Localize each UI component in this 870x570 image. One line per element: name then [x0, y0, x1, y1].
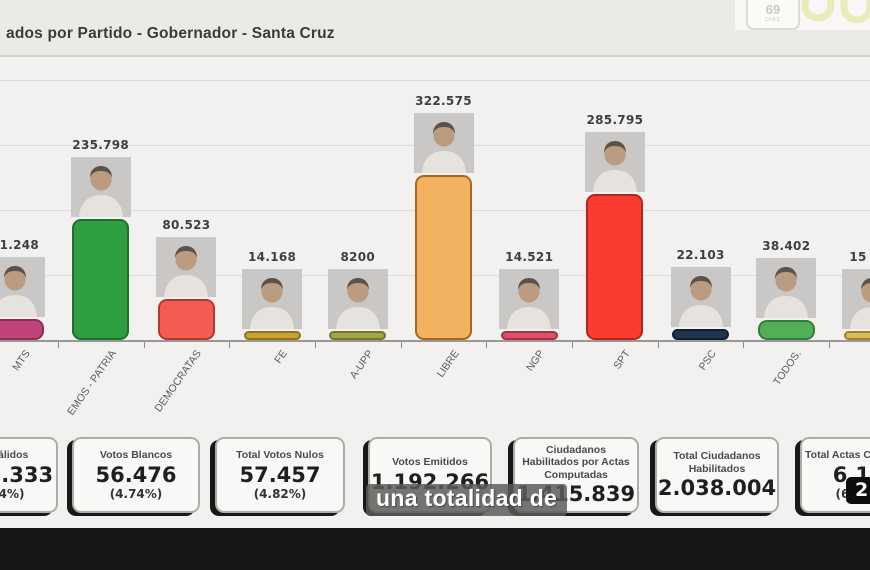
axis-label-emos-patria: EMOS - PATRIA — [64, 348, 119, 418]
x-axis-tick — [229, 342, 231, 348]
bar-b — [843, 331, 870, 340]
page-title: ados por Partido - Gobernador - Santa Cr… — [6, 25, 335, 42]
x-axis-tick — [486, 342, 488, 348]
axis-label-mts: MTS — [10, 348, 33, 374]
summary-box-title: Total Ciudadanos Habilitados — [673, 449, 761, 475]
letterbox-band — [0, 528, 870, 570]
candidate-photo — [499, 269, 560, 329]
bar-psc — [672, 328, 730, 340]
x-axis-tick — [743, 342, 745, 348]
bar-mts — [0, 318, 44, 340]
x-axis-tick — [657, 342, 659, 348]
bar-value-label: 22.103 — [676, 247, 725, 262]
summary-box: Votos Blancos 56.476 (4.74%) — [72, 437, 200, 513]
summary-box-title: Total Votos Nulos — [236, 449, 324, 462]
axis-label-fe: FE — [272, 348, 290, 366]
subtitle-caption: una totalidad de — [366, 484, 568, 516]
days-label: DIAS — [765, 17, 781, 23]
title-bar: ados por Partido - Gobernador - Santa Cr… — [0, 0, 870, 57]
bar-value-label: 41.248 — [0, 237, 40, 252]
bar-libre — [415, 174, 472, 340]
bar-value-label: 38.402 — [762, 239, 811, 254]
bar-value-label: 14.168 — [248, 250, 297, 264]
axis-label-todos: TODOS. — [771, 348, 805, 388]
axis-label-spt: SPT — [611, 348, 633, 372]
summary-box: Total Ciudadanos Habilitados 2.038.004 — [655, 437, 779, 513]
candidate-photo — [756, 258, 817, 319]
x-axis-line — [0, 340, 870, 342]
bar-value-label: 14.521 — [505, 250, 554, 264]
bar-value-label: 285.795 — [586, 112, 644, 127]
summary-box-percent: (4.82%) — [253, 486, 307, 501]
bar-value-label: 15 — [849, 250, 867, 264]
bar-ngp — [500, 331, 558, 340]
summary-box-value: 57.457 — [239, 462, 321, 487]
subtitle-caption-fragment: 21 — [846, 477, 870, 504]
summary-box-title: Ciudadanos Habilitados por Actas Computa… — [522, 443, 630, 481]
bar-value-label: 322.575 — [415, 93, 472, 108]
summary-box-value: 2.038.004 — [657, 476, 777, 501]
summary-box-title: Votos Emitidos — [392, 456, 468, 469]
axis-label-democratas: DEMOCRATAS — [152, 348, 205, 415]
candidate-photo — [70, 157, 131, 218]
summary-box-percent: (4.74%) — [109, 486, 163, 501]
summary-box-title: Votos Blancos — [99, 449, 173, 462]
bar-fe — [243, 331, 301, 340]
axis-label-psc: PSC — [696, 348, 719, 373]
summary-box: Total Votos Nulos 57.457 (4.82%) — [215, 437, 345, 513]
candidate-photo — [156, 236, 217, 297]
candidate-photo — [327, 269, 388, 329]
bar-democratas — [157, 298, 215, 340]
candidate-photo — [584, 131, 645, 192]
summary-box-percent: (90.44%) — [0, 486, 25, 501]
summary-box-value: 1.078.333 — [0, 462, 54, 487]
axis-label-libre: LIBRE — [434, 348, 462, 380]
candidate-photo — [0, 256, 45, 317]
x-axis-tick — [829, 342, 831, 348]
bar-emos-patria — [72, 219, 130, 340]
days-number: 69 — [765, 2, 781, 17]
x-axis-tick — [400, 342, 402, 348]
axis-label-b: B — [817, 348, 870, 445]
candidate-photo — [842, 269, 870, 329]
x-axis-tick — [143, 342, 145, 348]
candidate-photo — [242, 269, 303, 329]
x-axis-tick — [57, 342, 59, 348]
axis-label-ngp: NGP — [524, 348, 548, 374]
candidate-photo — [670, 266, 731, 327]
gridline — [0, 80, 870, 81]
bar-spt — [586, 193, 644, 340]
bar-value-label: 80.523 — [162, 217, 211, 232]
bar-a-upp — [329, 331, 387, 340]
summary-box: Votos Válidos1.078.333(90.44%) — [0, 437, 58, 513]
candidate-photo — [413, 112, 474, 173]
x-axis-tick — [572, 342, 574, 348]
summary-box-title: Votos Válidos — [0, 449, 29, 462]
summary-box-value: 56.476 — [95, 462, 177, 487]
bar-todos — [757, 320, 815, 340]
days-counter-badge: 69 DIAS — [746, 0, 800, 30]
x-axis-tick — [314, 342, 316, 348]
bar-value-label: 8200 — [340, 250, 376, 264]
bar-value-label: 235.798 — [72, 138, 130, 153]
summary-box-title: Total Actas Computadas — [805, 449, 870, 462]
axis-label-a-upp: A-UPP — [347, 348, 376, 382]
